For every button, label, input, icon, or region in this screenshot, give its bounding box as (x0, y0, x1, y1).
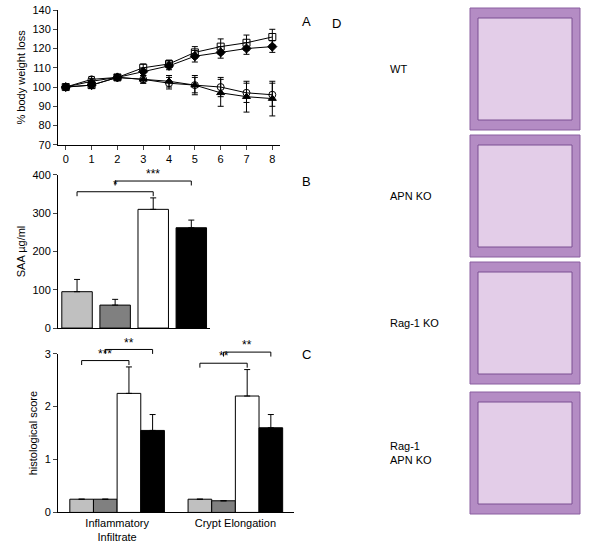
svg-text:WT: WT (390, 63, 407, 75)
svg-text:B: B (302, 174, 311, 189)
svg-text:% body weight loss: % body weight loss (15, 30, 27, 125)
svg-text:3: 3 (45, 348, 51, 360)
svg-text:300: 300 (32, 207, 50, 219)
svg-text:Rag-1APN KO: Rag-1APN KO (390, 440, 432, 466)
svg-text:5: 5 (192, 153, 198, 165)
svg-text:1: 1 (45, 453, 51, 465)
svg-text:7: 7 (243, 153, 249, 165)
svg-text:400: 400 (32, 169, 50, 181)
svg-text:130: 130 (32, 23, 50, 35)
svg-text:6: 6 (218, 153, 224, 165)
svg-text:200: 200 (32, 245, 50, 257)
svg-text:D: D (332, 16, 341, 31)
svg-text:2: 2 (114, 153, 120, 165)
svg-text:120: 120 (32, 42, 50, 54)
svg-text:histological score: histological score (27, 391, 39, 475)
svg-text:C: C (302, 347, 311, 362)
svg-text:90: 90 (39, 100, 51, 112)
svg-text:**: ** (242, 338, 252, 352)
svg-text:110: 110 (33, 62, 51, 74)
svg-text:InflammatoryInfiltrate: InflammatoryInfiltrate (85, 517, 149, 543)
svg-text:APN KO: APN KO (390, 190, 432, 202)
svg-text:Crypt Elongation: Crypt Elongation (195, 517, 276, 529)
svg-text:0: 0 (45, 506, 51, 518)
svg-text:Rag-1 KO: Rag-1 KO (390, 317, 439, 329)
svg-text:***: *** (98, 347, 112, 361)
svg-text:140: 140 (32, 4, 50, 16)
svg-text:4: 4 (166, 153, 172, 165)
svg-text:*: * (113, 178, 118, 192)
svg-text:SAA µg/ml: SAA µg/ml (15, 226, 27, 278)
svg-text:**: ** (124, 336, 134, 350)
svg-text:1: 1 (89, 153, 95, 165)
svg-text:100: 100 (32, 284, 50, 296)
svg-text:0: 0 (63, 153, 69, 165)
svg-text:8: 8 (269, 153, 275, 165)
svg-text:80: 80 (39, 119, 51, 131)
svg-text:2: 2 (45, 400, 51, 412)
svg-text:70: 70 (39, 139, 51, 151)
svg-text:100: 100 (32, 81, 50, 93)
svg-text:**: ** (219, 349, 229, 363)
svg-text:A: A (302, 14, 311, 29)
svg-text:3: 3 (140, 153, 146, 165)
svg-text:0: 0 (45, 322, 51, 334)
svg-text:***: *** (146, 167, 160, 181)
